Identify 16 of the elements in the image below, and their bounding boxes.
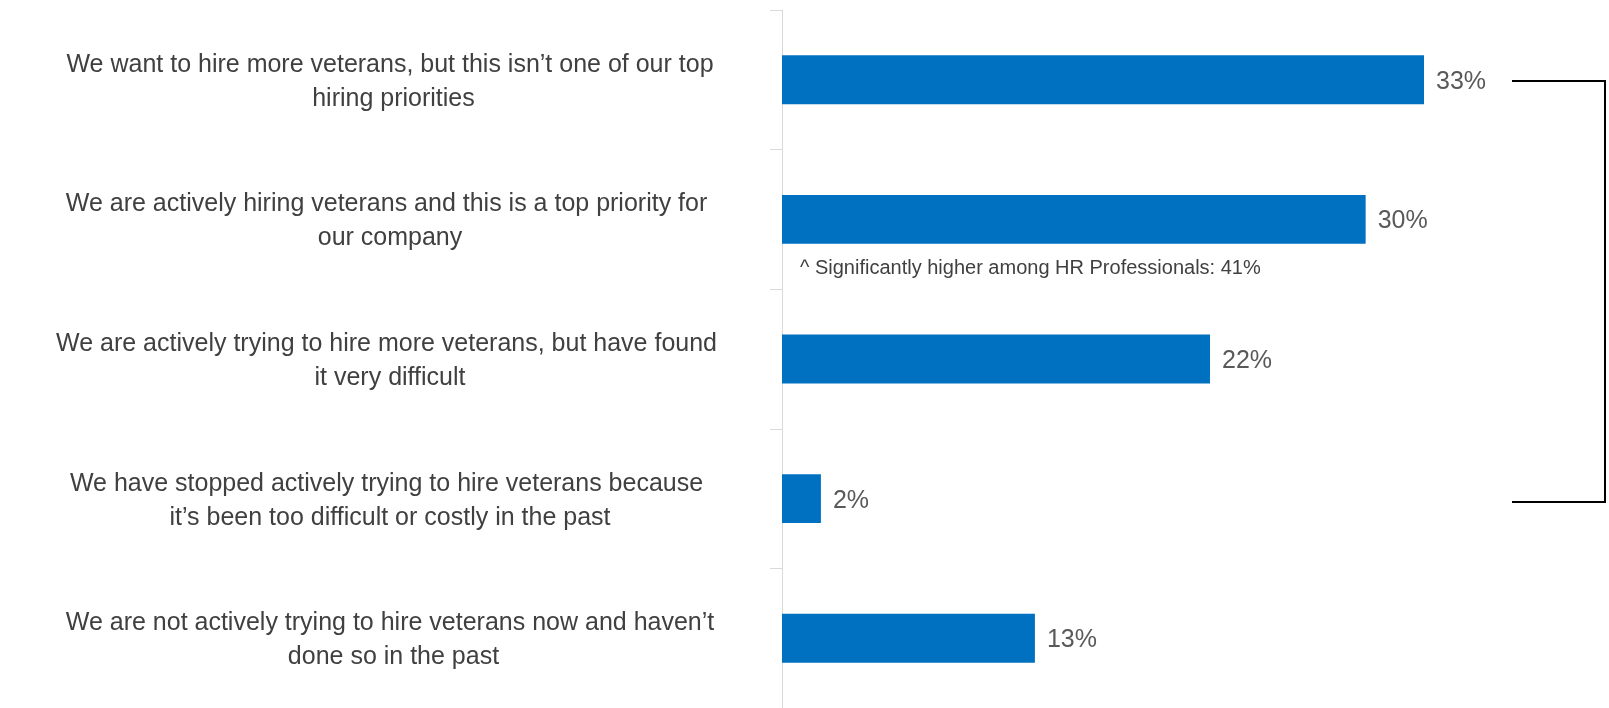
y-tick-label: We are actively trying to hire more veterans, but have found it very difficult <box>56 328 724 390</box>
y-tick-label: We want to hire more veterans, but this isn’t one of our top hiring priorities <box>66 48 714 111</box>
bar <box>782 334 1210 384</box>
y-tick-label: We are not actively trying to hire veterans now and haven’t done so in the past <box>65 607 715 670</box>
data-label: 22% <box>1222 345 1273 373</box>
data-label: 2% <box>832 484 870 513</box>
bar <box>782 55 1424 105</box>
y-tick-label: We are actively hiring veterans and this is a top priority for our company <box>65 188 715 251</box>
data-label: 13% <box>1046 624 1097 653</box>
data-label: 30% <box>1377 205 1428 234</box>
data-label: 33% <box>1436 65 1487 94</box>
y-tick-label: We have stopped actively trying to hire veterans because it’s been too difficult or costly in the past <box>69 467 711 530</box>
annotation: ^ Significantly higher among HR Professionals: 41% <box>800 256 1261 279</box>
bar <box>782 474 821 524</box>
bar <box>782 194 1366 244</box>
bar <box>782 613 1035 663</box>
